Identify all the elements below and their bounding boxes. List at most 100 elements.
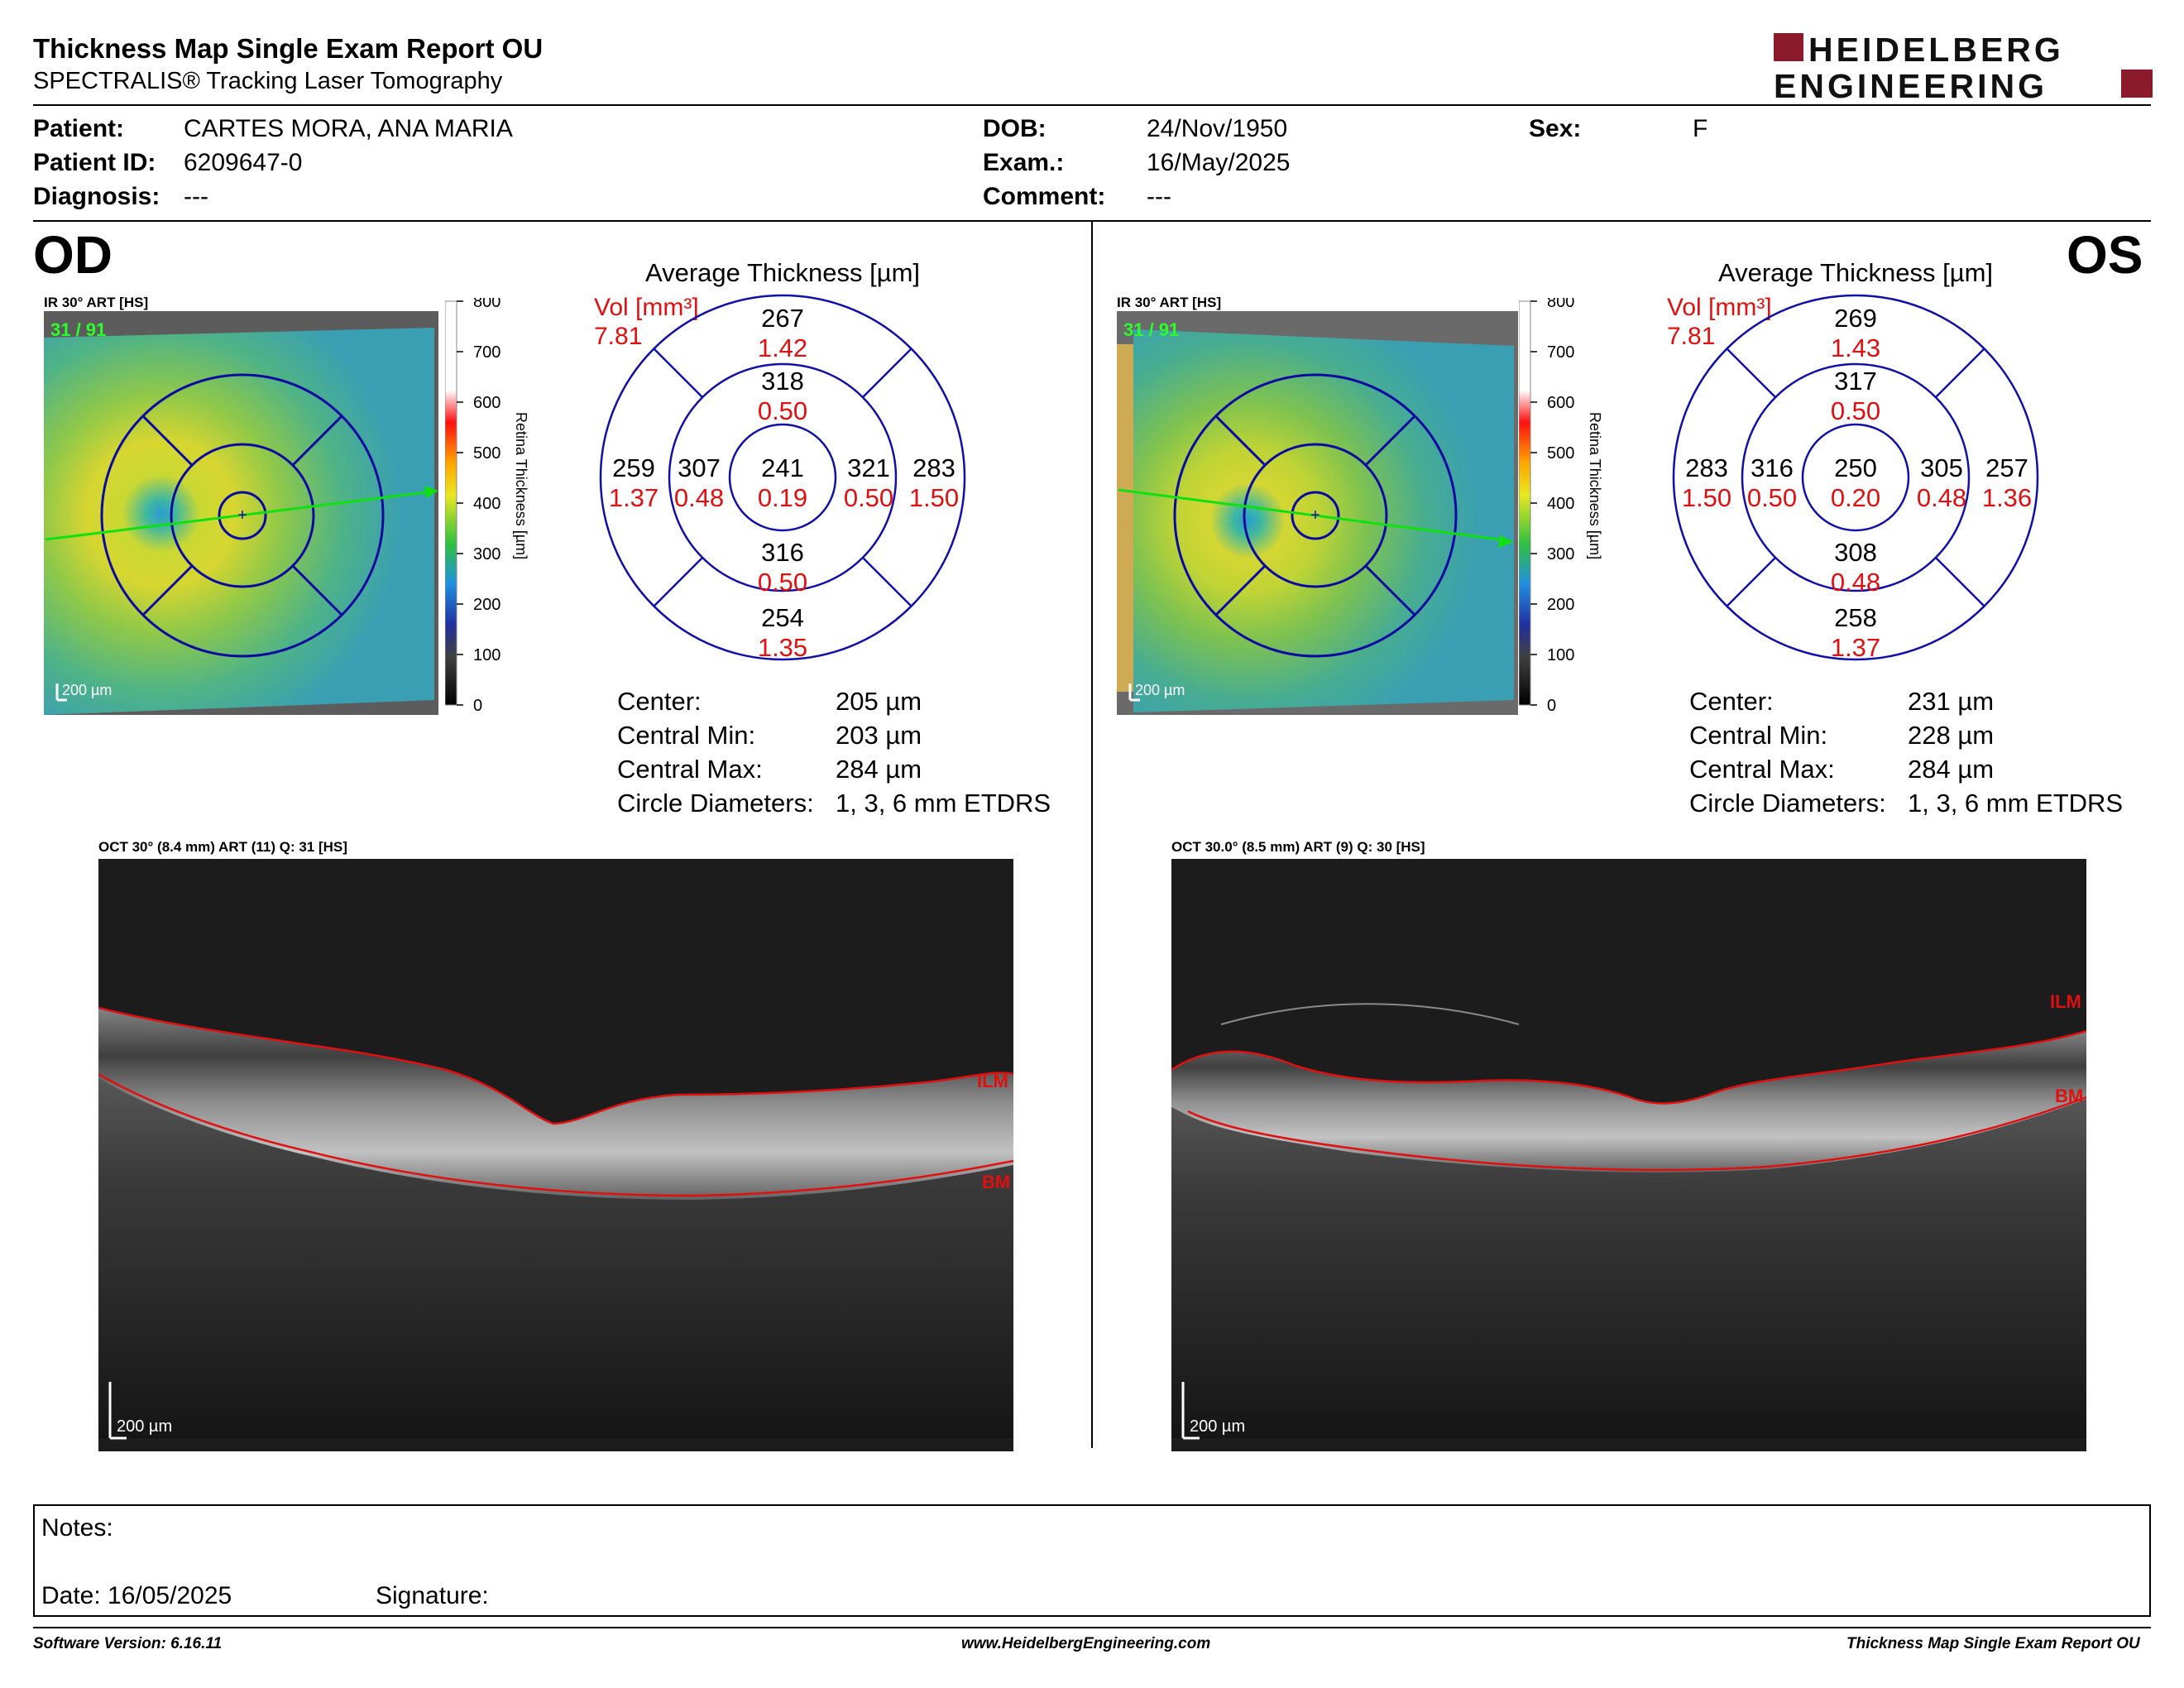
od-max-value: 284 µm	[836, 755, 922, 784]
patient-rule	[33, 220, 2151, 222]
os-min-value: 228 µm	[1908, 721, 1995, 750]
svg-text:400: 400	[1547, 495, 1574, 513]
os-diam-label: Circle Diameters:	[1689, 789, 1886, 818]
svg-text:0.50: 0.50	[1831, 396, 1880, 425]
os-min-label: Central Min:	[1689, 721, 1828, 750]
footer-report-title: Thickness Map Single Exam Report OU	[1846, 1635, 2140, 1652]
svg-text:307: 307	[678, 453, 721, 482]
svg-text:269: 269	[1834, 304, 1877, 333]
od-min-value: 203 µm	[836, 721, 922, 750]
svg-text:+: +	[237, 506, 247, 525]
svg-text:308: 308	[1834, 538, 1877, 567]
os-frames: 31 / 91	[1123, 319, 1179, 340]
od-map-scale: 200 µm	[62, 682, 112, 698]
website-link[interactable]: www.HeidelbergEngineering.com	[961, 1635, 1211, 1652]
svg-text:0.50: 0.50	[844, 483, 893, 512]
svg-text:HEIDELBERG: HEIDELBERG	[1808, 31, 2064, 69]
od-avg-title: Average Thickness [µm]	[645, 258, 920, 287]
svg-text:318: 318	[761, 367, 804, 396]
date-label: Date: 16/05/2025	[41, 1582, 232, 1609]
svg-text:254: 254	[761, 603, 804, 632]
patient-label: Patient:	[33, 115, 125, 142]
patient-id-label: Patient ID:	[33, 149, 156, 176]
svg-text:0: 0	[473, 697, 482, 712]
svg-text:1.43: 1.43	[1831, 333, 1880, 362]
od-center-value: 205 µm	[836, 687, 922, 716]
patient-name: CARTES MORA, ANA MARIA	[184, 115, 513, 142]
svg-text:1.35: 1.35	[758, 633, 807, 662]
od-center-label: Center:	[617, 687, 702, 716]
svg-text:300: 300	[1547, 545, 1574, 563]
od-frames: 31 / 91	[50, 319, 106, 340]
od-eye-label: OD	[33, 225, 113, 285]
svg-text:258: 258	[1834, 603, 1877, 632]
os-vol-total: 7.81	[1667, 323, 1715, 350]
os-center-label: Center:	[1689, 687, 1774, 716]
footer-rule	[33, 1627, 2151, 1628]
notes-label: Notes:	[41, 1514, 113, 1542]
od-max-label: Central Max:	[617, 755, 763, 784]
svg-text:250: 250	[1834, 453, 1877, 482]
svg-text:257: 257	[1985, 453, 2028, 482]
svg-text:1.37: 1.37	[1831, 633, 1880, 662]
od-oct-label: OCT 30° (8.4 mm) ART (11) Q: 31 [HS]	[98, 839, 347, 855]
svg-text:267: 267	[761, 304, 804, 333]
od-colorbar: 800 700 600 500 400 300 200 100 0 Retina…	[444, 293, 536, 715]
od-diam-value: 1, 3, 6 mm ETDRS	[836, 789, 1051, 818]
os-oct-scale: 200 µm	[1190, 1417, 1245, 1436]
svg-text:400: 400	[473, 495, 500, 513]
svg-text:500: 500	[473, 444, 500, 463]
svg-text:ENGINEERING: ENGINEERING	[1774, 67, 2048, 103]
svg-text:0.50: 0.50	[758, 568, 807, 597]
os-bm-label: BM	[2055, 1086, 2083, 1106]
svg-text:316: 316	[1751, 453, 1794, 482]
svg-text:283: 283	[1685, 453, 1728, 482]
svg-text:100: 100	[473, 646, 500, 664]
patient-id: 6209647-0	[184, 149, 303, 176]
od-ilm-label: ILM	[977, 1071, 1008, 1091]
svg-text:1.50: 1.50	[1682, 483, 1731, 512]
dob-label: DOB:	[983, 115, 1046, 142]
os-colorbar: 800 700 600 500 400 300 200 100 0 Retina…	[1518, 293, 1610, 715]
signature-label: Signature:	[376, 1582, 489, 1609]
comment-value: ---	[1147, 183, 1171, 210]
svg-text:0.48: 0.48	[1831, 568, 1880, 597]
svg-text:700: 700	[1547, 343, 1574, 362]
svg-text:500: 500	[1547, 444, 1574, 463]
od-ir-label: IR 30° ART [HS]	[44, 295, 149, 310]
os-etdrs-chart: Average Thickness [µm] Vol [mm³] 7.81 26…	[1652, 248, 2140, 670]
report-subtitle: SPECTRALIS® Tracking Laser Tomography	[33, 68, 503, 94]
od-vol-total: 7.81	[594, 323, 642, 350]
os-colorbar-title: Retina Thickness [µm]	[1587, 412, 1603, 559]
od-oct-scale: 200 µm	[117, 1417, 172, 1436]
svg-text:316: 316	[761, 538, 804, 567]
svg-text:1.36: 1.36	[1982, 483, 2032, 512]
dob-value: 24/Nov/1950	[1147, 115, 1288, 142]
svg-text:0.48: 0.48	[674, 483, 724, 512]
svg-text:1.42: 1.42	[758, 333, 807, 362]
svg-text:0.50: 0.50	[758, 396, 807, 425]
exam-value: 16/May/2025	[1147, 149, 1291, 176]
od-oct-scan: ILM BM 200 µm	[98, 859, 1014, 1451]
svg-text:600: 600	[1547, 394, 1574, 412]
os-map-scale: 200 µm	[1135, 682, 1185, 698]
center-divider	[1091, 222, 1093, 1448]
os-center-value: 231 µm	[1908, 687, 1995, 716]
software-version: Software Version: 6.16.11	[33, 1635, 223, 1652]
exam-label: Exam.:	[983, 149, 1065, 176]
os-oct-scan: ILM BM 200 µm	[1171, 859, 2087, 1451]
svg-text:305: 305	[1920, 453, 1963, 482]
od-colorbar-title: Retina Thickness [µm]	[513, 412, 529, 559]
od-min-label: Central Min:	[617, 721, 756, 750]
svg-text:1.37: 1.37	[609, 483, 659, 512]
svg-text:0.19: 0.19	[758, 483, 807, 512]
os-ilm-label: ILM	[2050, 991, 2081, 1012]
svg-text:0.48: 0.48	[1917, 483, 1966, 512]
os-eye-label: OS	[2067, 225, 2143, 285]
svg-text:100: 100	[1547, 646, 1574, 664]
od-thickness-map: + 31 / 91 200 µm	[44, 311, 438, 715]
sex-label: Sex:	[1529, 115, 1582, 142]
os-thickness-map: + 31 / 91 200 µm	[1117, 311, 1518, 715]
svg-text:283: 283	[912, 453, 956, 482]
svg-text:800: 800	[473, 298, 500, 311]
